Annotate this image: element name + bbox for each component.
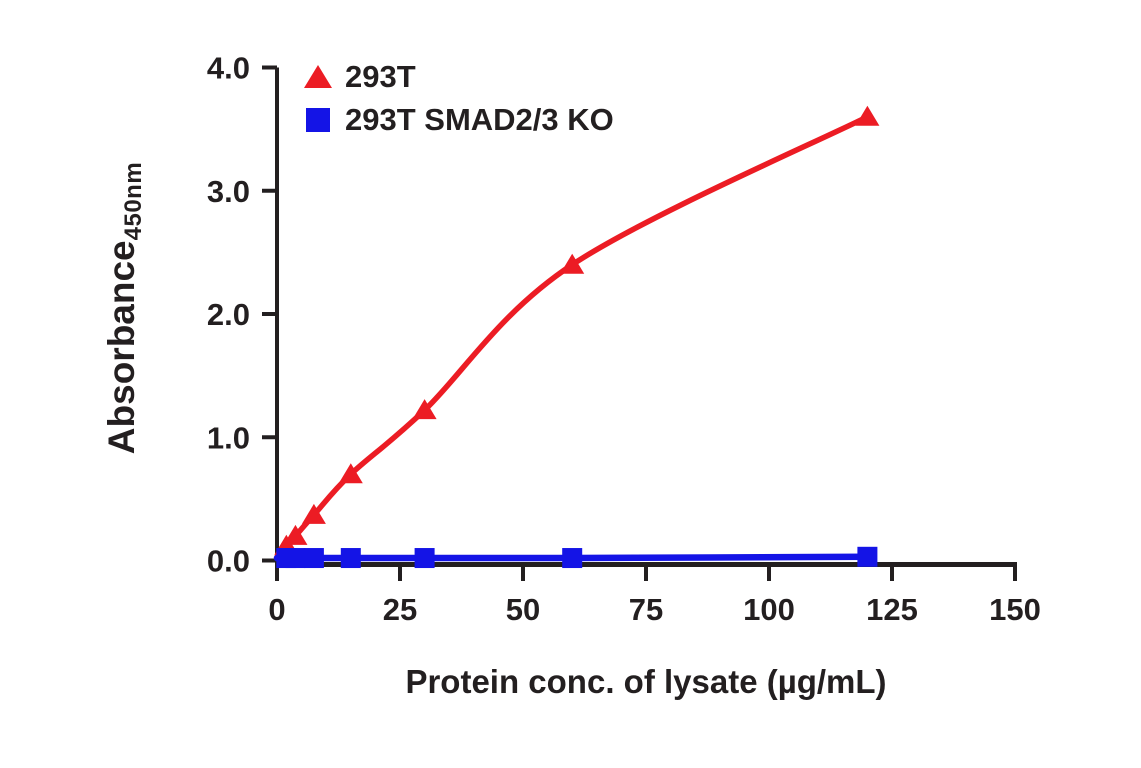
square-marker-icon bbox=[306, 107, 330, 132]
triangle-data-marker bbox=[412, 399, 437, 420]
legend-label-293t-smad23-ko: 293T SMAD2/3 KO bbox=[345, 101, 614, 137]
y-axis-tick-label: 2.0 bbox=[207, 297, 250, 332]
x-axis-tick-label: 0 bbox=[268, 592, 285, 627]
legend-label-293t: 293T bbox=[345, 58, 416, 94]
y-axis-tick-label: 0.0 bbox=[207, 544, 250, 579]
y-axis-tick-label: 4.0 bbox=[207, 51, 250, 86]
square-data-marker bbox=[414, 548, 435, 569]
x-axis-title: Protein conc. of lysate (µg/mL) bbox=[405, 663, 887, 700]
triangle-marker-icon bbox=[304, 65, 332, 88]
y-axis-tick-label: 3.0 bbox=[207, 174, 250, 209]
x-axis-tick-label: 150 bbox=[989, 592, 1041, 627]
legend-item-293t-smad23-ko: 293T SMAD2/3 KO bbox=[304, 99, 614, 140]
triangle-data-marker bbox=[560, 253, 585, 274]
x-axis-tick-label: 50 bbox=[506, 592, 540, 627]
triangle-data-marker bbox=[855, 105, 880, 126]
y-axis-tick-label: 1.0 bbox=[207, 420, 250, 455]
triangle-data-marker bbox=[301, 503, 326, 524]
chart-legend: 293T 293T SMAD2/3 KO bbox=[304, 56, 614, 140]
x-axis-tick-label: 125 bbox=[866, 592, 918, 627]
y-axis-title-subscript: 450nm bbox=[120, 161, 147, 241]
square-data-marker bbox=[303, 548, 324, 569]
y-axis-title: Absorbance450nm bbox=[98, 138, 147, 478]
x-axis-tick-label: 75 bbox=[629, 592, 663, 627]
x-axis-tick-label: 25 bbox=[383, 592, 417, 627]
triangle-data-marker bbox=[338, 463, 363, 484]
square-data-marker bbox=[857, 546, 878, 567]
x-axis-tick-label: 100 bbox=[743, 592, 795, 627]
series-line-293t bbox=[274, 114, 871, 560]
y-axis-title-text: Absorbance bbox=[101, 240, 142, 455]
triangle-data-marker bbox=[283, 524, 308, 545]
legend-item-293t: 293T bbox=[304, 56, 614, 97]
square-data-marker bbox=[340, 548, 361, 569]
square-data-marker bbox=[562, 548, 583, 569]
square-data-marker bbox=[285, 548, 306, 569]
